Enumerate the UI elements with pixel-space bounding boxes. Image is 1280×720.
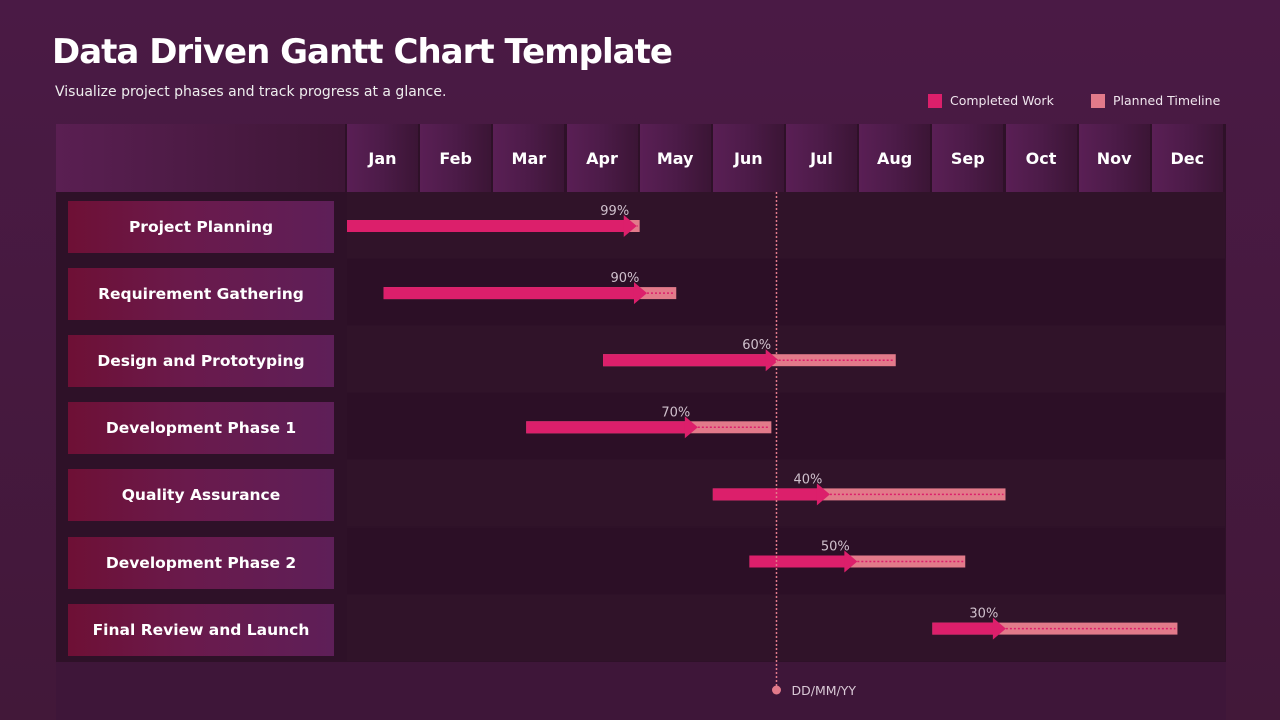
page-subtitle: Visualize project phases and track progr… bbox=[55, 84, 447, 100]
row-band bbox=[347, 527, 1225, 594]
task-label: Development Phase 2 bbox=[68, 536, 334, 589]
task-label: Final Review and Launch bbox=[68, 603, 334, 656]
row-band bbox=[347, 393, 1225, 460]
month-header-jul: Jul bbox=[786, 124, 857, 192]
month-header-jun: Jun bbox=[712, 124, 784, 192]
row-band bbox=[347, 460, 1225, 527]
month-header-jan: Jan bbox=[347, 124, 418, 192]
legend-item-completed: Completed Work bbox=[928, 93, 1054, 108]
month-header-nov: Nov bbox=[1078, 124, 1150, 192]
month-header-oct: Oct bbox=[1005, 124, 1077, 192]
footer-band bbox=[56, 662, 1226, 720]
month-header-aug: Aug bbox=[859, 124, 931, 192]
task-label: Quality Assurance bbox=[68, 469, 334, 522]
month-header-may: May bbox=[639, 124, 711, 192]
legend-swatch-planned bbox=[1091, 93, 1105, 108]
legend-label: Completed Work bbox=[950, 93, 1054, 108]
page-title: Data Driven Gantt Chart Template bbox=[52, 32, 673, 72]
task-label: Design and Prototyping bbox=[68, 335, 334, 388]
legend-label: Planned Timeline bbox=[1113, 93, 1221, 108]
legend-item-planned: Planned Timeline bbox=[1091, 93, 1220, 108]
month-header-feb: Feb bbox=[420, 124, 492, 192]
row-band bbox=[347, 259, 1225, 326]
month-header-dec: Dec bbox=[1151, 124, 1223, 192]
header-corner bbox=[56, 124, 345, 192]
month-header-apr: Apr bbox=[566, 124, 638, 192]
row-band bbox=[347, 192, 1225, 258]
row-band bbox=[347, 326, 1225, 393]
task-label: Requirement Gathering bbox=[68, 268, 334, 321]
month-header-mar: Mar bbox=[493, 124, 565, 192]
row-band bbox=[347, 594, 1225, 661]
task-label: Project Planning bbox=[68, 201, 334, 253]
task-label: Development Phase 1 bbox=[68, 402, 334, 455]
month-header-sep: Sep bbox=[932, 124, 1004, 192]
legend-swatch-completed bbox=[928, 93, 942, 108]
